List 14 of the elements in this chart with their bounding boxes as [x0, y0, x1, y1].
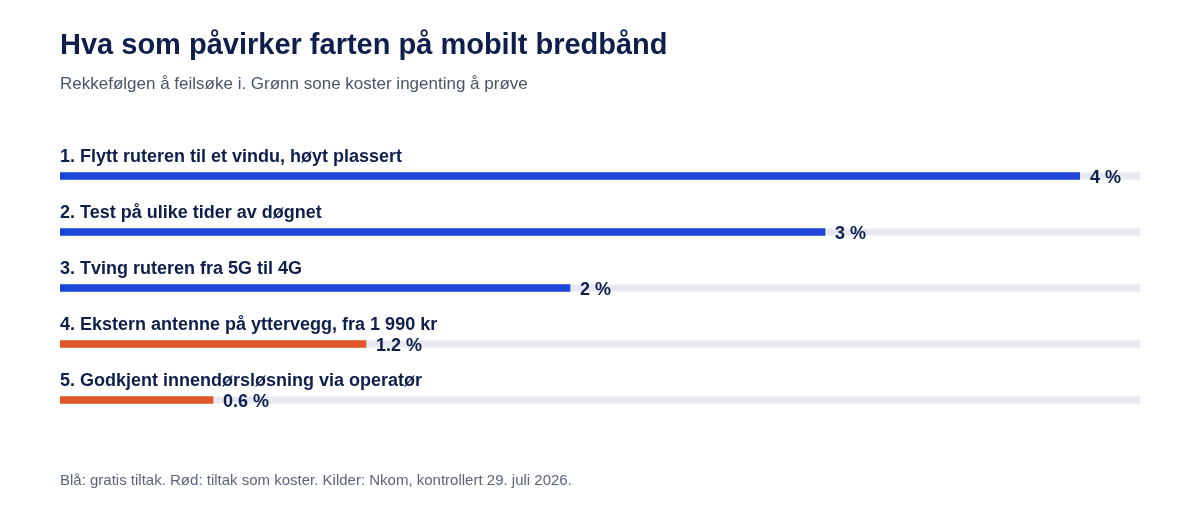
data-label: 0.6 %: [223, 391, 270, 411]
text: Blå: gratis tiltak. Rød: tiltak som koster. Kilder: Nkom, kontrollert 29. juli 2026.: [60, 471, 572, 488]
y-tick-label: 3. Tving ruteren fra 5G til 4G: [60, 258, 303, 278]
bar: [60, 396, 214, 404]
data-label: 1.2 %: [376, 335, 423, 355]
data-label: 2 %: [580, 279, 612, 299]
y-tick-label: 1. Flytt ruteren til et vindu, høyt plassert: [60, 146, 403, 166]
chart-title: Hva som påvirker farten på mobilt bredbånd: [60, 28, 668, 61]
y-tick-label: 4. Ekstern antenne på yttervegg, fra 1 990 kr: [60, 314, 438, 334]
y-tick-label: 5. Godkjent innendørsløsning via operatør: [60, 370, 423, 390]
data-label: 4 %: [1090, 167, 1122, 187]
y-tick-label: 2. Test på ulike tider av døgnet: [60, 202, 322, 222]
data-label: 3 %: [835, 223, 867, 243]
chart-subtitle: Rekkefølgen å feilsøke i. Grønn sone koster ingenting å prøve: [60, 74, 528, 94]
